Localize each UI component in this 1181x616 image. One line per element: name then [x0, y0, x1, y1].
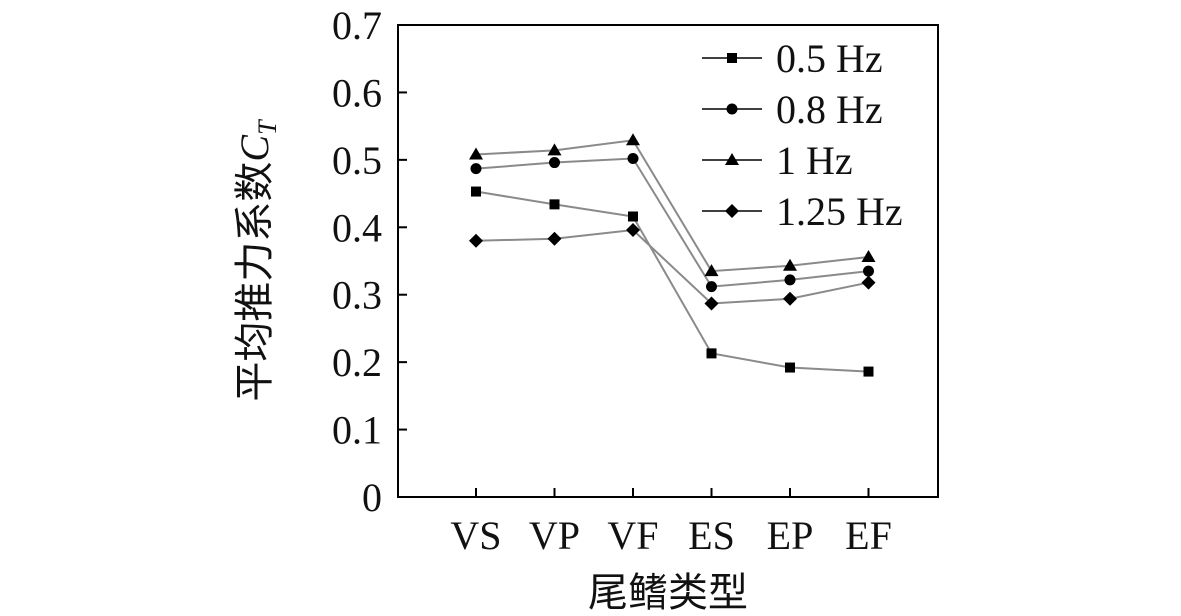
series-1-25-hz	[469, 222, 876, 311]
data-point	[469, 233, 483, 248]
data-point	[704, 264, 719, 277]
data-point	[863, 366, 874, 377]
y-tick-label: 0.7	[332, 3, 382, 48]
series-line	[475, 157, 869, 288]
data-point	[783, 258, 797, 271]
data-point	[704, 296, 719, 311]
legend-entry: 0.8 Hz	[702, 87, 883, 132]
plot-frame	[397, 24, 939, 498]
x-tick-label: EP	[767, 513, 814, 558]
data-point	[863, 265, 874, 277]
x-axis: VS VP VF ES EP EF	[450, 488, 892, 558]
data-point	[628, 211, 638, 222]
data-point	[627, 153, 639, 165]
y-tick-label: 0.4	[332, 205, 382, 250]
x-tick-label: VP	[529, 513, 580, 558]
y-tick-label: 0.5	[332, 138, 382, 183]
data-point	[547, 143, 562, 156]
y-axis-label-text: 平均推力系数	[232, 162, 278, 402]
series-0-5-hz	[471, 186, 874, 377]
x-tick-label: VF	[607, 513, 658, 558]
x-axis-label: 尾鳍类型	[588, 570, 748, 615]
legend-marker	[725, 204, 739, 218]
data-point	[469, 147, 483, 160]
y-tick-label: 0.3	[332, 273, 382, 318]
data-point	[626, 133, 640, 146]
series-line	[475, 139, 869, 273]
series-0-8-hz	[470, 153, 874, 293]
y-tick-label: 0.6	[332, 70, 382, 115]
y-axis-label-subscript: T	[253, 119, 282, 135]
series-1-hz	[469, 133, 876, 277]
legend: 0.5 Hz 0.8 Hz 1 Hz 1.25 Hz	[702, 36, 903, 234]
legend-label: 0.8 Hz	[776, 87, 883, 132]
legend-label: 1 Hz	[776, 138, 853, 183]
x-tick-label: EF	[845, 513, 892, 558]
series-line	[475, 190, 869, 373]
legend-entry: 0.5 Hz	[702, 36, 883, 81]
data-point	[783, 291, 797, 306]
data-point	[706, 348, 717, 359]
legend-marker	[725, 153, 739, 165]
data-point	[784, 274, 796, 286]
data-point	[861, 275, 876, 290]
data-point	[470, 163, 482, 175]
x-tick-label: ES	[688, 513, 735, 558]
data-point	[471, 186, 481, 197]
data-point	[547, 231, 562, 246]
legend-label: 1.25 Hz	[776, 189, 903, 234]
data-point	[549, 199, 560, 210]
y-axis-label-symbol: C	[232, 134, 277, 162]
x-tick-label: VS	[450, 513, 501, 558]
y-tick-label: 0.2	[332, 340, 382, 385]
data-point	[706, 281, 717, 293]
legend-marker	[727, 53, 737, 63]
y-tick-label: 0.1	[332, 408, 382, 453]
y-tick-label: 0	[362, 475, 382, 520]
legend-entry: 1 Hz	[702, 138, 853, 183]
legend-label: 0.5 Hz	[776, 36, 883, 81]
data-point	[785, 362, 795, 373]
legend-entry: 1.25 Hz	[702, 189, 903, 234]
series-line	[475, 228, 869, 305]
data-point	[626, 222, 640, 237]
series-layer	[469, 133, 876, 377]
legend-marker	[726, 103, 738, 115]
data-point	[861, 249, 876, 262]
y-axis-label: 平均推力系数CT	[232, 119, 282, 402]
y-axis: 0 0.1 0.2 0.3 0.4 0.5 0.6 0.7	[332, 3, 407, 520]
data-point	[549, 157, 560, 169]
